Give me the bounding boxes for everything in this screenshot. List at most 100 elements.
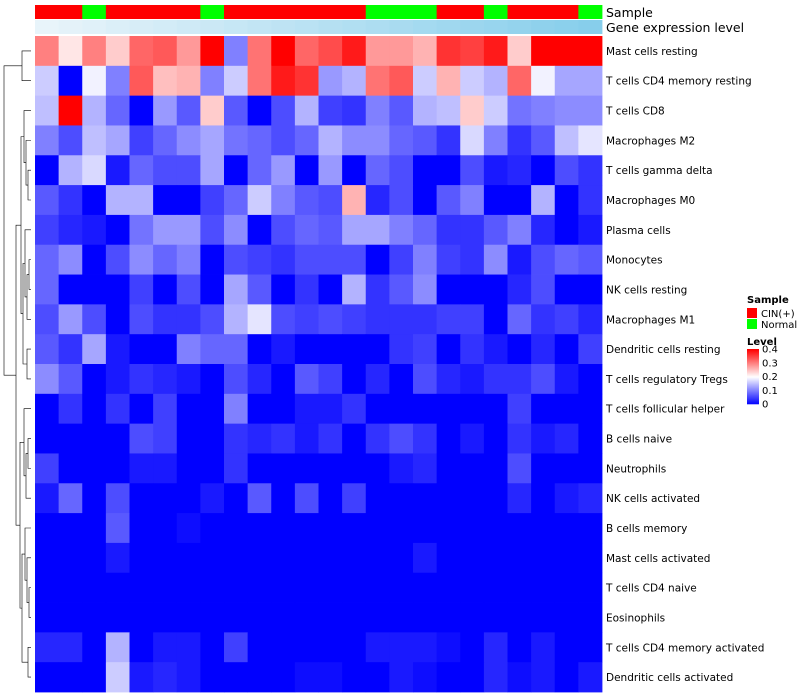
heatmap-cell xyxy=(554,572,579,603)
heatmap-cell xyxy=(554,542,579,574)
legend-gradient-band xyxy=(747,383,759,385)
heatmap-cell xyxy=(436,364,461,395)
heatmap-cell xyxy=(294,155,319,186)
legend-level-tick: 0.3 xyxy=(762,358,778,369)
heatmap-cell xyxy=(365,214,390,246)
heatmap-cell xyxy=(413,572,438,603)
heatmap-cell xyxy=(35,453,60,484)
heatmap-cell xyxy=(129,334,154,365)
heatmap-cell xyxy=(176,572,201,603)
heatmap-cell xyxy=(413,662,438,693)
legend-gradient-band xyxy=(747,398,759,400)
heatmap-cell xyxy=(82,662,107,693)
heatmap-cell xyxy=(389,602,414,633)
expression-annotation-cell xyxy=(460,20,485,34)
heatmap-cell xyxy=(389,214,414,246)
heatmap-cell xyxy=(58,65,83,97)
heatmap-cell xyxy=(342,483,367,514)
expression-annotation-cell xyxy=(507,20,532,34)
row-label: T cells CD4 memory activated xyxy=(605,642,764,654)
legend-gradient-band xyxy=(747,377,759,379)
heatmap-cell xyxy=(342,36,367,67)
expression-annotation-cell xyxy=(35,20,60,34)
row-label: Macrophages M1 xyxy=(606,314,695,326)
heatmap-cell xyxy=(436,274,461,305)
heatmap-cell xyxy=(58,662,83,693)
heatmap-cell xyxy=(554,453,579,484)
heatmap-cell xyxy=(413,423,438,454)
heatmap-cell xyxy=(531,214,556,246)
heatmap-cell xyxy=(294,632,319,663)
heatmap-cell xyxy=(578,95,603,126)
heatmap-cell xyxy=(460,125,485,156)
heatmap-cell xyxy=(58,334,83,365)
legend-gradient-band xyxy=(747,395,759,397)
heatmap-cell xyxy=(200,662,225,693)
heatmap-cell xyxy=(507,95,532,126)
row-label: T cells CD4 naive xyxy=(605,583,697,595)
heatmap-cell xyxy=(58,304,83,335)
heatmap-cell xyxy=(507,304,532,335)
heatmap-cell xyxy=(129,125,154,156)
row-label: T cells follicular helper xyxy=(605,404,725,416)
heatmap-cell xyxy=(578,393,603,425)
heatmap-cell xyxy=(342,95,367,126)
row-label: T cells gamma delta xyxy=(605,165,713,177)
heatmap-cell xyxy=(342,393,367,425)
heatmap-cell xyxy=(389,155,414,186)
heatmap-cell xyxy=(247,483,272,514)
heatmap-cell xyxy=(105,513,130,544)
heatmap-cell xyxy=(294,185,319,216)
heatmap-cell xyxy=(176,364,201,395)
row-label: T cells CD8 xyxy=(605,106,665,118)
heatmap-cell xyxy=(531,423,556,454)
heatmap-cell xyxy=(271,155,296,186)
heatmap-cell xyxy=(389,364,414,395)
heatmap-cell xyxy=(365,185,390,216)
heatmap-cell xyxy=(318,602,343,633)
heatmap-cell xyxy=(224,65,249,97)
heatmap-cell xyxy=(578,423,603,454)
legend-sample-label: CIN(+) xyxy=(761,309,795,320)
legend-gradient-band xyxy=(747,396,759,398)
heatmap-cell xyxy=(413,36,438,67)
heatmap-cell xyxy=(129,214,154,246)
heatmap-cell xyxy=(224,423,249,454)
heatmap-cell xyxy=(247,36,272,67)
heatmap-cell xyxy=(271,185,296,216)
heatmap-cell xyxy=(554,483,579,514)
heatmap-cell xyxy=(176,334,201,365)
heatmap-cell xyxy=(176,244,201,275)
heatmap-cell xyxy=(554,334,579,365)
heatmap-cell xyxy=(389,423,414,454)
heatmap-cell xyxy=(342,125,367,156)
sample-annotation-cell xyxy=(460,5,485,19)
heatmap-cell xyxy=(460,662,485,693)
heatmap-cell xyxy=(58,513,83,544)
heatmap-cell xyxy=(554,214,579,246)
heatmap-cell xyxy=(105,155,130,186)
sample-annotation-cell xyxy=(200,5,225,19)
heatmap-cell xyxy=(342,632,367,663)
heatmap-cell xyxy=(153,602,178,633)
heatmap-cell xyxy=(35,334,60,365)
heatmap-cell xyxy=(271,632,296,663)
legend-gradient-band xyxy=(747,363,759,365)
heatmap-cell xyxy=(82,65,107,97)
heatmap-cell xyxy=(318,65,343,97)
legend-gradient-band xyxy=(747,392,759,394)
heatmap-cell xyxy=(413,65,438,97)
heatmap-cell xyxy=(365,36,390,67)
heatmap-cell xyxy=(365,244,390,275)
heatmap-cell xyxy=(531,274,556,305)
expression-annotation-cell xyxy=(483,20,508,34)
heatmap-cell xyxy=(554,662,579,693)
heatmap-cell xyxy=(365,364,390,395)
heatmap-cell xyxy=(247,602,272,633)
legend-gradient-band xyxy=(747,399,759,401)
heatmap-cell xyxy=(224,662,249,693)
heatmap-cell xyxy=(105,632,130,663)
heatmap-cell xyxy=(507,393,532,425)
heatmap-cell xyxy=(176,214,201,246)
